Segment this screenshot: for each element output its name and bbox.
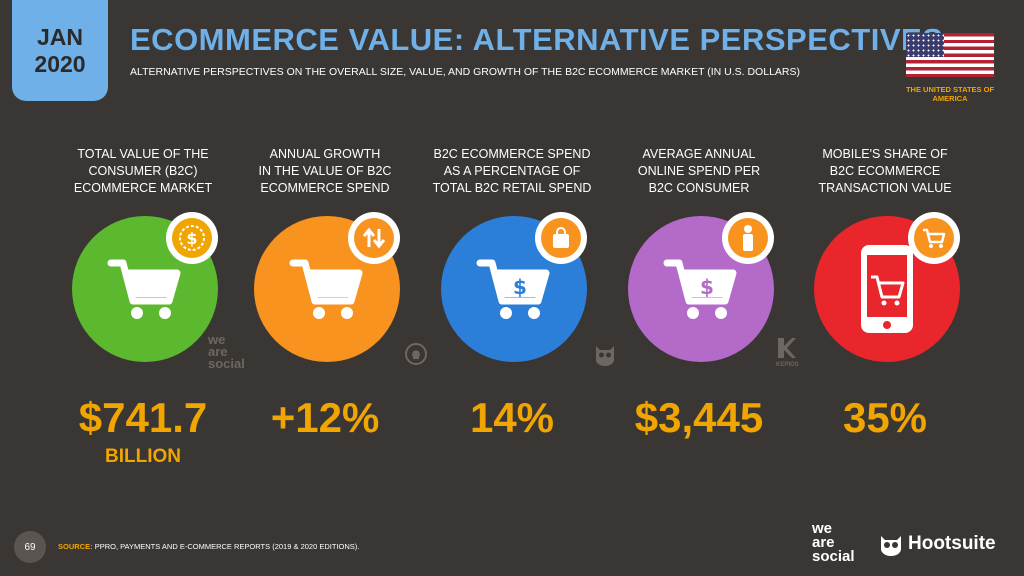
owl-icon [881,536,901,556]
owl-icon [594,342,616,371]
date-month: JAN [36,23,83,50]
metric-total-value: TOTAL VALUE OF THE CONSUMER (B2C) ECOMMERC… [48,146,238,467]
kepios-logo: KEPIOS [776,336,799,368]
us-flag-icon [906,33,994,77]
metric-value: 35% [842,394,928,441]
metric-value: $3,445 [634,394,764,441]
svg-text:$: $ [700,275,714,299]
metric-value: 14% [469,394,555,441]
metric-average-spend: AVERAGE ANNUAL ONLINE SPEND PER B2C CONSUM… [604,146,794,441]
wearesocial-logo: we are social [812,520,855,565]
metric-label: AVERAGE ANNUAL ONLINE SPEND PER B2C CONSUM… [637,147,761,195]
country-label: THE UNITED STATES OF AMERICA [905,85,995,103]
svg-text:$: $ [513,275,527,299]
metric-value: $741.7 [78,394,208,441]
lightbulb-icon [404,342,428,371]
mobile-phone-cart-icon [814,216,960,362]
metric-label: TOTAL VALUE OF THE CONSUMER (B2C) ECOMMERC… [73,147,213,195]
metric-label: B2C ECOMMERCE SPEND AS A PERCENTAGE OF TOT… [432,147,592,195]
shopping-bag-icon [535,212,587,264]
metric-unit: BILLION [105,446,181,467]
source-note: SOURCE: PPRO, PAYMENTS AND E-COMMERCE RE… [58,542,359,551]
person-icon [722,212,774,264]
metric-label: MOBILE'S SHARE OF B2C ECOMMERCE TRANSACTIO… [818,147,952,195]
hootsuite-wordmark: Hootsuite [908,533,996,554]
hootsuite-logo: Hootsuite [878,531,996,557]
svg-text:$: $ [186,229,197,248]
dollar-coin-icon: $ [166,212,218,264]
page-subtitle: ALTERNATIVE PERSPECTIVES ON THE OVERALL … [130,66,800,78]
metric-mobile-share: MOBILE'S SHARE OF B2C ECOMMERCE TRANSACTIO… [790,146,980,441]
source-text: PPRO, PAYMENTS AND E-COMMERCE REPORTS (2… [94,542,360,551]
shopping-cart-dollar-icon: $ [628,216,774,362]
metric-value: +12% [270,394,380,441]
metric-annual-growth: ANNUAL GROWTH IN THE VALUE OF B2C ECOMMERC… [230,146,420,441]
page-title: ECOMMERCE VALUE: ALTERNATIVE PERSPECTIVE… [130,22,944,57]
metric-label: ANNUAL GROWTH IN THE VALUE OF B2C ECOMMERC… [258,147,392,195]
source-label: SOURCE: [58,542,93,551]
date-badge: JAN 2020 [12,0,108,101]
up-down-arrows-icon [348,212,400,264]
shopping-cart-icon [908,212,960,264]
page-number: 69 [14,531,46,563]
metric-ecommerce-share: B2C ECOMMERCE SPEND AS A PERCENTAGE OF TOT… [417,146,607,441]
date-year: 2020 [34,50,86,77]
wearesocial-watermark: we are social [208,332,245,371]
